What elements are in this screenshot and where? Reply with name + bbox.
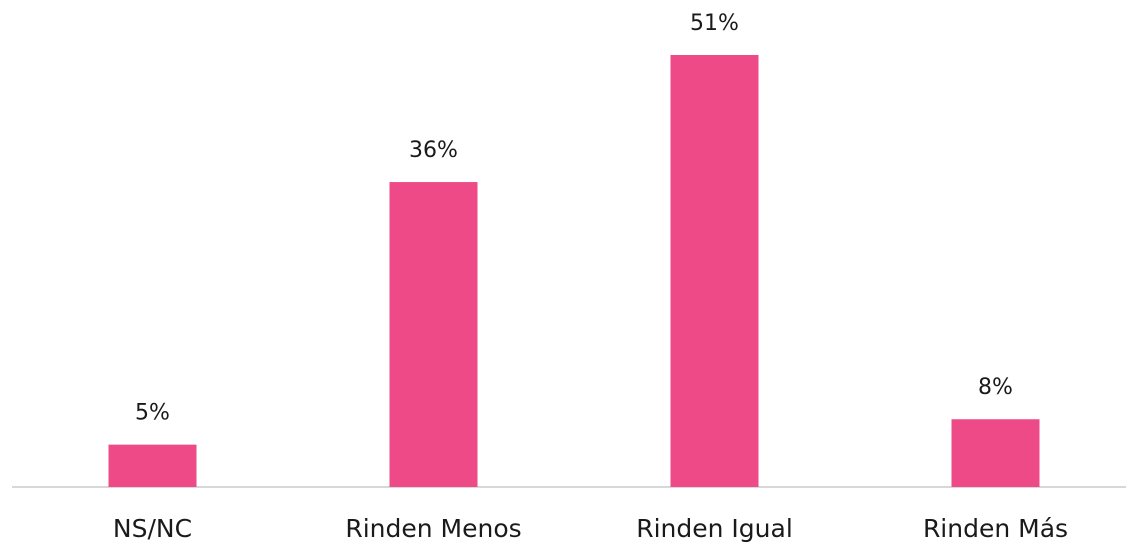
x-tick-label: Rinden Menos [345,514,521,543]
bar [389,182,478,487]
x-tick-label: Rinden Igual [636,514,793,543]
x-tick-label: Rinden Más [923,514,1068,543]
x-tick-label: NS/NC [113,514,192,543]
bar [951,419,1040,487]
bar [670,55,759,487]
bar [108,444,197,487]
value-label: 8% [978,375,1013,400]
value-label: 5% [135,401,170,426]
value-label: 51% [690,11,739,36]
value-label: 36% [409,138,458,163]
